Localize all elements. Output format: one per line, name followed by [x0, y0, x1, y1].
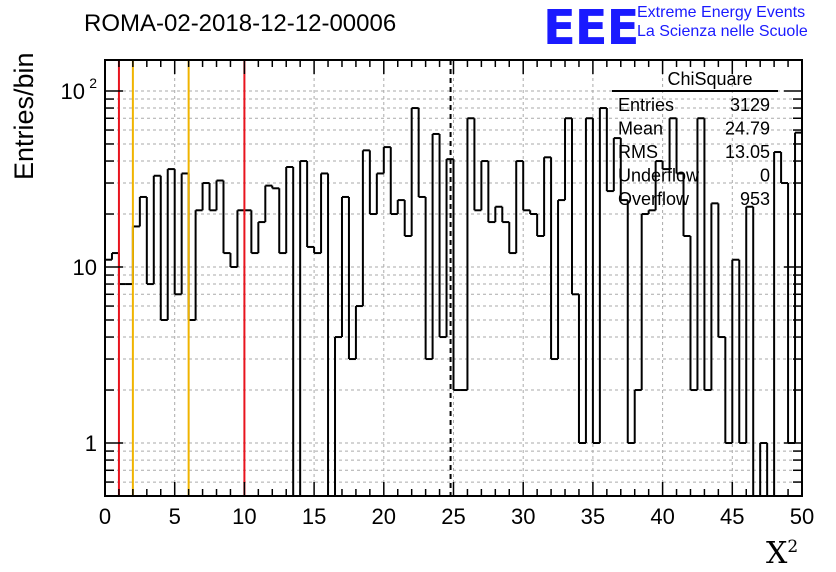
x-tick-label: 45 [720, 504, 744, 529]
x-tick-label: 50 [790, 504, 814, 529]
histogram-bars [105, 107, 802, 497]
x-tick-label: 40 [650, 504, 674, 529]
x-tick-label: 35 [581, 504, 605, 529]
x-tick-label: 0 [99, 504, 111, 529]
logo-text: Extreme Energy Events La Scienza nelle S… [637, 3, 808, 41]
stats-value: 3129 [730, 95, 770, 115]
stats-value: 24.79 [725, 119, 770, 139]
y-axis-title-text: Entries/bin [9, 52, 39, 180]
x-tick-label: 10 [232, 504, 256, 529]
stats-label: RMS [618, 142, 658, 162]
y-tick-label: 10 [73, 255, 97, 280]
eee-logo: EEE [543, 0, 639, 56]
stats-label: Entries [618, 95, 674, 115]
x-axis-title-text: X [766, 536, 788, 571]
chart-title: ROMA-02-2018-12-12-00006 [84, 10, 397, 37]
x-tick-label: 15 [302, 504, 326, 529]
x-tick-label: 30 [511, 504, 535, 529]
stats-label: Mean [618, 119, 663, 139]
x-tick-label: 25 [441, 504, 465, 529]
reference-lines [117, 60, 452, 496]
y-tick-label: 10 [61, 79, 85, 104]
x-tick-label: 20 [372, 504, 396, 529]
x-tick-label: 5 [169, 504, 181, 529]
x-axis-title-sup: 2 [787, 537, 799, 557]
stats-value: 0 [760, 166, 770, 186]
logo-line-1: Extreme Energy Events [637, 4, 806, 21]
y-axis-title: Entries/bin [5, 52, 45, 180]
y-tick-label-sup: 2 [89, 75, 97, 91]
stats-box: ChiSquare Entries 3129 Mean 24.79 RMS 13.05 Und… [612, 69, 778, 209]
stats-title: ChiSquare [667, 69, 752, 89]
stats-value: 953 [740, 189, 770, 209]
x-axis-title: X2 [766, 536, 798, 571]
logo-line-2: La Scienza nelle Scuole [637, 23, 808, 40]
y-tick-label: 1 [85, 431, 97, 456]
stats-label: Overflow [618, 189, 690, 209]
stats-label: Underflow [618, 166, 700, 186]
stats-value: 13.05 [725, 142, 770, 162]
